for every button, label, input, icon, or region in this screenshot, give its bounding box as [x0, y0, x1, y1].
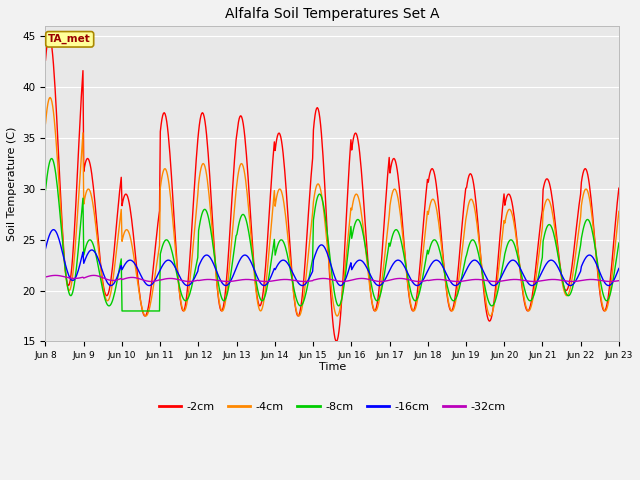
-16cm	[171, 264, 179, 269]
-4cm	[52, 145, 60, 151]
-2cm	[52, 113, 60, 119]
-4cm	[171, 239, 179, 245]
-8cm	[171, 261, 179, 266]
-2cm	[112, 231, 120, 237]
-2cm	[170, 212, 178, 217]
-16cm	[112, 277, 120, 283]
-4cm	[42, 121, 49, 127]
-32cm	[112, 277, 120, 283]
X-axis label: Time: Time	[319, 361, 346, 372]
-32cm	[420, 278, 428, 284]
-8cm	[112, 285, 120, 291]
-32cm	[223, 278, 231, 284]
-32cm	[615, 278, 623, 284]
-2cm	[404, 280, 412, 286]
Line: -32cm: -32cm	[45, 276, 619, 281]
Legend: -2cm, -4cm, -8cm, -16cm, -32cm: -2cm, -4cm, -8cm, -16cm, -32cm	[154, 397, 510, 416]
-8cm	[52, 178, 60, 183]
-2cm	[42, 57, 49, 63]
-8cm	[420, 265, 428, 271]
-2cm	[45, 34, 53, 39]
-8cm	[201, 206, 209, 212]
-2cm	[333, 338, 340, 344]
-16cm	[42, 246, 49, 252]
-16cm	[615, 265, 623, 271]
-4cm	[47, 95, 54, 100]
Title: Alfalfa Soil Temperatures Set A: Alfalfa Soil Temperatures Set A	[225, 7, 440, 21]
-4cm	[142, 313, 150, 319]
Text: TA_met: TA_met	[49, 34, 91, 45]
Line: -16cm: -16cm	[45, 229, 619, 286]
-32cm	[42, 274, 49, 280]
-8cm	[615, 240, 623, 246]
-32cm	[51, 273, 59, 278]
-4cm	[420, 237, 428, 243]
-4cm	[615, 208, 623, 214]
Y-axis label: Soil Temperature (C): Soil Temperature (C)	[7, 127, 17, 241]
-8cm	[48, 156, 56, 161]
-8cm	[42, 187, 49, 193]
-16cm	[52, 230, 60, 236]
-32cm	[404, 276, 412, 282]
Line: -2cm: -2cm	[45, 36, 619, 341]
-16cm	[50, 227, 58, 232]
-16cm	[420, 275, 428, 281]
-4cm	[404, 279, 412, 285]
-32cm	[170, 276, 178, 282]
-16cm	[145, 283, 153, 288]
Line: -8cm: -8cm	[45, 158, 619, 311]
-2cm	[420, 210, 428, 216]
-8cm	[118, 308, 126, 314]
-4cm	[112, 255, 120, 261]
-16cm	[201, 253, 209, 259]
Line: -4cm: -4cm	[45, 97, 619, 316]
-16cm	[404, 270, 412, 276]
-32cm	[52, 273, 60, 278]
-8cm	[404, 273, 412, 279]
-32cm	[200, 277, 208, 283]
-4cm	[201, 164, 209, 169]
-2cm	[200, 114, 208, 120]
-2cm	[615, 185, 623, 191]
